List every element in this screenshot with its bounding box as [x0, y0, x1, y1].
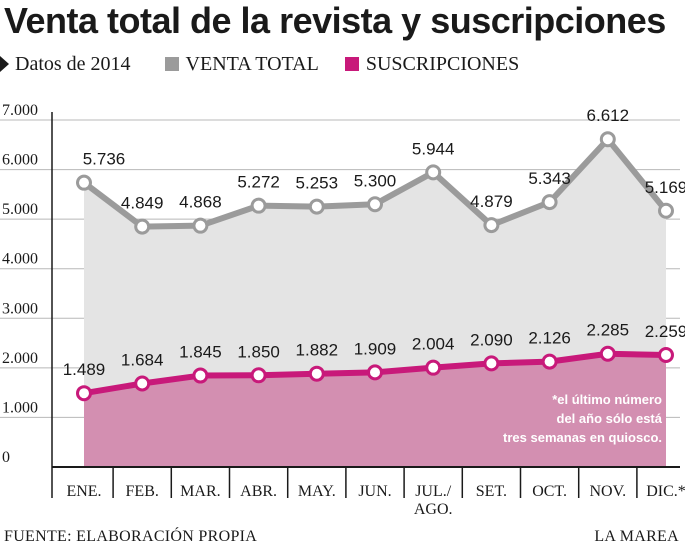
point-suscripciones: [483, 355, 500, 372]
point-venta-total: [599, 131, 616, 148]
point-venta-total: [308, 198, 325, 215]
y-tick-label: 2.000: [2, 350, 38, 367]
legend-swatch-subs: [344, 57, 359, 71]
x-category-label: FEB.: [126, 483, 159, 500]
point-venta-total: [192, 217, 209, 234]
point-venta-total: [367, 196, 383, 213]
triangle-marker-icon: [0, 56, 9, 72]
annotation-line: del año sólo está: [557, 411, 663, 426]
point-suscripciones: [250, 367, 267, 384]
data-label-venta-total: 5.343: [528, 169, 571, 188]
data-label-venta-total: 5.736: [83, 150, 126, 169]
annotation-line: *el último número: [552, 392, 662, 407]
data-label-suscripciones: 1.489: [63, 360, 106, 379]
point-suscripciones: [367, 364, 383, 381]
area-suscripciones: [84, 353, 666, 467]
source-note: FUENTE: ELABORACIÓN PROPIA: [4, 528, 258, 545]
point-suscripciones: [192, 367, 209, 384]
legend-label-total: VENTA TOTAL: [185, 52, 319, 75]
point-venta-total: [134, 218, 151, 235]
x-category-label: DIC.*: [646, 483, 685, 500]
x-category-label: AGO.: [414, 501, 453, 518]
x-category-label: SET.: [476, 483, 507, 500]
data-label-suscripciones: 1.850: [237, 342, 280, 361]
y-tick-label: 3.000: [2, 300, 38, 317]
data-label-venta-total: 6.612: [587, 106, 630, 125]
y-tick-label: 5.000: [2, 201, 38, 218]
data-label-suscripciones: 1.882: [296, 341, 339, 360]
point-suscripciones: [658, 347, 674, 364]
y-tick-label: 7.000: [2, 102, 38, 119]
brand-credit: LA MAREA: [594, 528, 679, 545]
data-label-venta-total: 5.272: [237, 173, 280, 192]
annotation-line: tres semanas en quiosco.: [503, 430, 662, 445]
data-label-venta-total: 4.849: [121, 194, 164, 213]
point-suscripciones: [541, 353, 558, 370]
legend-intro: Datos de 2014: [15, 52, 131, 75]
legend-swatch-total: [164, 57, 179, 71]
x-category-label: MAY.: [298, 483, 336, 500]
y-tick-label: 6.000: [2, 152, 38, 169]
x-category-label: NOV.: [589, 483, 626, 500]
data-label-venta-total: 5.253: [296, 174, 339, 193]
data-label-suscripciones: 1.909: [354, 339, 397, 358]
x-category-label: ENE.: [66, 483, 101, 500]
x-category-label: MAR.: [180, 483, 220, 500]
y-tick-label: 4.000: [2, 251, 38, 268]
legend-label-subs: SUSCRIPCIONES: [365, 52, 520, 75]
point-suscripciones: [76, 385, 92, 402]
data-label-venta-total: 5.944: [412, 139, 455, 158]
data-label-suscripciones: 2.259: [645, 322, 685, 341]
legend-item-subs: SUSCRIPCIONES: [344, 52, 520, 76]
data-label-venta-total: 5.169: [645, 178, 685, 197]
point-venta-total: [76, 174, 92, 191]
point-suscripciones: [134, 375, 151, 392]
point-venta-total: [541, 194, 558, 211]
data-label-venta-total: 5.300: [354, 171, 397, 190]
point-venta-total: [658, 202, 674, 219]
x-category-label: OCT.: [532, 483, 567, 500]
data-label-suscripciones: 2.090: [470, 330, 513, 349]
data-label-suscripciones: 2.004: [412, 335, 455, 354]
y-tick-label: 1.000: [2, 399, 38, 416]
x-category-label: ABR.: [240, 483, 277, 500]
point-venta-total: [483, 217, 500, 234]
data-label-venta-total: 4.879: [470, 192, 513, 211]
legend-item-total: VENTA TOTAL: [164, 52, 319, 76]
data-label-venta-total: 4.868: [179, 193, 222, 212]
point-venta-total: [425, 164, 442, 181]
footer: FUENTE: ELABORACIÓN PROPIA LA MAREA: [4, 528, 679, 546]
point-suscripciones: [599, 345, 616, 362]
chart-title: Venta total de la revista y suscripcione…: [4, 0, 666, 41]
y-tick-label: 0: [2, 449, 10, 466]
data-label-suscripciones: 1.845: [179, 343, 222, 362]
point-venta-total: [250, 197, 267, 214]
x-category-label: JUN.: [358, 483, 391, 500]
data-label-suscripciones: 1.684: [121, 351, 164, 370]
point-suscripciones: [308, 365, 325, 382]
legend: Datos de 2014 VENTA TOTAL SUSCRIPCIONES: [0, 52, 519, 76]
x-category-label: JUL./: [415, 483, 452, 500]
data-label-suscripciones: 2.126: [528, 329, 571, 348]
data-label-suscripciones: 2.285: [587, 321, 630, 340]
point-suscripciones: [425, 359, 442, 376]
